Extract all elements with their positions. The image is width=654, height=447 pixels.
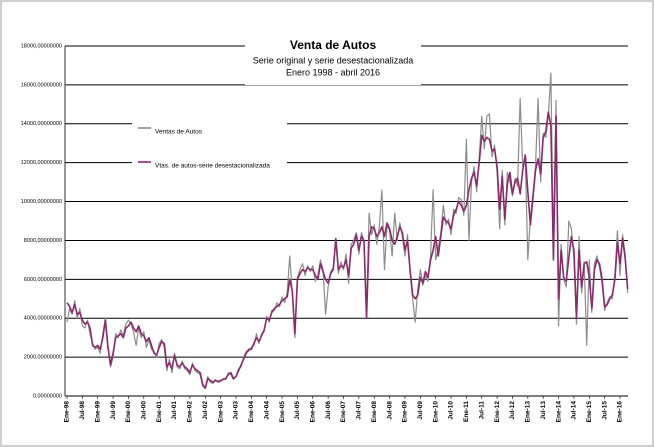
- y-tick-label: 2000,00000000: [24, 355, 62, 361]
- x-tick-label: Ene-07: [340, 401, 347, 423]
- y-tick-label: 18000,00000000: [21, 43, 62, 49]
- y-tick-label: 12000,00000000: [21, 160, 62, 166]
- y-tick-label: 10000,00000000: [21, 199, 62, 205]
- x-tick-label: Ene-06: [309, 401, 316, 423]
- chart-subtitle: Enero 1998 - abril 2016: [286, 67, 380, 77]
- x-tick-label: Jul-03: [233, 401, 240, 420]
- x-tick-label: Jul-02: [202, 401, 209, 420]
- x-tick-label: Ene-13: [525, 401, 532, 423]
- legend-label: Vtas. de autos-serie desestacionalizada: [155, 163, 270, 170]
- y-tick-label: 14000,00000000: [21, 121, 62, 127]
- x-tick-label: Ene-12: [494, 401, 501, 423]
- x-tick-label: Ene-08: [371, 401, 378, 423]
- x-tick-label: Jul-04: [263, 401, 270, 420]
- x-tick-label: Ene-15: [586, 401, 593, 423]
- x-tick-label: Ene-98: [64, 401, 71, 423]
- grid: 0,00000000 2000,00000000 4000,00000000 6000…: [21, 43, 628, 422]
- x-tick-label: Ene-03: [217, 401, 224, 423]
- y-tick-label: 8000,00000000: [24, 238, 62, 244]
- legend-box: [132, 118, 287, 182]
- plot: [66, 72, 629, 390]
- x-tick-label: Ene-05: [279, 401, 286, 423]
- y-tick-label: 16000,00000000: [21, 82, 62, 88]
- x-tick-label: Ene-99: [94, 401, 101, 423]
- legend: Ventas de Autos Vtas. de autos-serie dese…: [138, 127, 270, 170]
- legend-label: Ventas de Autos: [155, 129, 203, 136]
- x-tick-label: Jul-05: [294, 401, 301, 420]
- x-tick-label: Jul-13: [540, 401, 547, 420]
- x-tick-label: Jul-07: [356, 401, 363, 420]
- x-tick-label: Ene-02: [187, 401, 194, 423]
- series-line: [66, 111, 629, 390]
- x-tick-label: Ene-10: [432, 401, 439, 423]
- title-box: [245, 35, 421, 85]
- chart-title: Venta de Autos: [290, 38, 377, 52]
- x-tick-label: Jul-14: [571, 401, 578, 420]
- x-tick-label: Ene-09: [402, 401, 409, 423]
- x-tick-label: Jul-12: [509, 401, 516, 420]
- x-tick-label: Jul-01: [171, 401, 178, 420]
- y-tick-label: 4000,00000000: [24, 316, 62, 322]
- x-tick-label: Jul-11: [478, 401, 485, 420]
- x-tick-label: Jul-10: [448, 401, 455, 420]
- x-tick-label: Ene-04: [248, 401, 255, 423]
- x-tick-label: Jul-00: [141, 401, 148, 420]
- y-tick-label: 0,00000000: [33, 393, 62, 399]
- x-tick-label: Ene-16: [617, 401, 624, 423]
- x-tick-label: Ene-01: [156, 401, 163, 423]
- x-tick-label: Ene-11: [463, 401, 470, 422]
- x-tick-label: Ene-00: [125, 401, 132, 423]
- x-tick-label: Jul-08: [386, 401, 393, 420]
- y-tick-label: 6000,00000000: [24, 277, 62, 283]
- x-tick-label: Jul-99: [110, 401, 117, 420]
- x-tick-label: Ene-14: [555, 401, 562, 423]
- x-tick-label: Jul-09: [417, 401, 424, 420]
- chart-subtitle: Serie original y serie desestacionalizad…: [253, 55, 414, 65]
- x-tick-label: Jul-06: [325, 401, 332, 420]
- x-tick-label: Jul-98: [79, 401, 86, 420]
- x-tick-label: Jul-15: [601, 401, 608, 420]
